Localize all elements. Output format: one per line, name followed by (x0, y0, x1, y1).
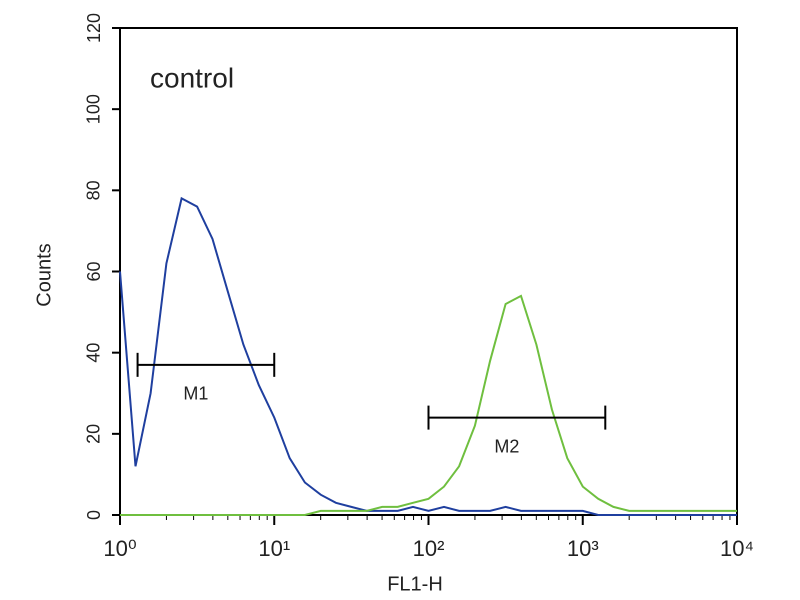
x-tick-label: 10³ (567, 536, 599, 561)
x-tick-label: 10⁰ (103, 536, 136, 561)
x-tick-label: 10¹ (258, 536, 290, 561)
y-tick-label: 40 (84, 343, 104, 363)
histogram-line (120, 294, 737, 516)
y-axis-label: Counts (33, 243, 55, 306)
plot-frame (119, 27, 738, 516)
y-tick-label: 0 (84, 510, 104, 520)
x-tick-label: 10⁴ (720, 536, 754, 561)
x-tick-label: 10² (413, 536, 445, 561)
y-tick-label: 20 (84, 424, 104, 444)
y-tick-label: 80 (84, 180, 104, 200)
y-tick-label: 60 (84, 261, 104, 281)
marker-label: M2 (494, 436, 519, 456)
histogram-line (119, 196, 737, 516)
x-axis-label: FL1-H (387, 573, 443, 595)
y-tick-label: 100 (84, 94, 104, 124)
marker-label: M1 (183, 384, 208, 404)
annotation: control (150, 62, 234, 93)
y-tick-label: 120 (84, 13, 104, 43)
